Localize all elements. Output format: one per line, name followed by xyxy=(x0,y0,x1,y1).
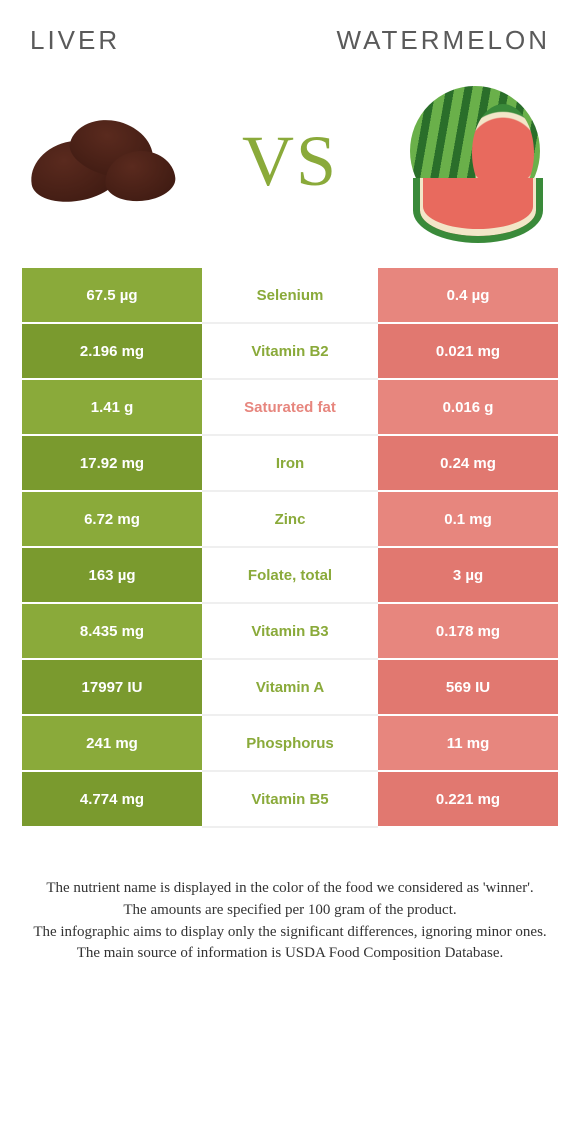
nutrient-name: Selenium xyxy=(202,268,378,324)
vs-label: VS xyxy=(242,120,338,203)
table-row: 6.72 mgZinc0.1 mg xyxy=(22,492,558,548)
table-row: 17997 IUVitamin A569 IU xyxy=(22,660,558,716)
comparison-table: 67.5 µgSelenium0.4 µg2.196 mgVitamin B20… xyxy=(22,266,558,828)
nutrient-name: Vitamin A xyxy=(202,660,378,716)
table-row: 8.435 mgVitamin B30.178 mg xyxy=(22,604,558,660)
nutrient-name: Folate, total xyxy=(202,548,378,604)
table-row: 2.196 mgVitamin B20.021 mg xyxy=(22,324,558,380)
table-row: 67.5 µgSelenium0.4 µg xyxy=(22,268,558,324)
value-right: 0.221 mg xyxy=(378,772,558,828)
value-right: 11 mg xyxy=(378,716,558,772)
value-right: 0.178 mg xyxy=(378,604,558,660)
nutrient-name: Zinc xyxy=(202,492,378,548)
food-images-row: VS xyxy=(0,66,580,266)
footer-line: The nutrient name is displayed in the co… xyxy=(30,878,550,900)
value-right: 0.021 mg xyxy=(378,324,558,380)
value-right: 0.1 mg xyxy=(378,492,558,548)
table-row: 4.774 mgVitamin B50.221 mg xyxy=(22,772,558,828)
value-left: 2.196 mg xyxy=(22,324,202,380)
value-left: 6.72 mg xyxy=(22,492,202,548)
value-left: 17.92 mg xyxy=(22,436,202,492)
liver-image xyxy=(20,86,190,236)
food-right-title: WATERMELON xyxy=(337,25,550,56)
footer-line: The main source of information is USDA F… xyxy=(30,943,550,965)
table-row: 1.41 gSaturated fat0.016 g xyxy=(22,380,558,436)
footer-line: The amounts are specified per 100 gram o… xyxy=(30,900,550,922)
value-left: 8.435 mg xyxy=(22,604,202,660)
table-row: 163 µgFolate, total3 µg xyxy=(22,548,558,604)
value-left: 241 mg xyxy=(22,716,202,772)
footer-line: The infographic aims to display only the… xyxy=(30,922,550,944)
value-right: 569 IU xyxy=(378,660,558,716)
value-left: 67.5 µg xyxy=(22,268,202,324)
value-right: 0.016 g xyxy=(378,380,558,436)
value-left: 163 µg xyxy=(22,548,202,604)
nutrient-name: Phosphorus xyxy=(202,716,378,772)
value-left: 17997 IU xyxy=(22,660,202,716)
nutrient-name: Iron xyxy=(202,436,378,492)
table-row: 241 mgPhosphorus11 mg xyxy=(22,716,558,772)
nutrient-name: Vitamin B5 xyxy=(202,772,378,828)
food-left-title: LIVER xyxy=(30,25,120,56)
nutrient-name: Vitamin B2 xyxy=(202,324,378,380)
footer-notes: The nutrient name is displayed in the co… xyxy=(0,828,580,965)
value-right: 3 µg xyxy=(378,548,558,604)
nutrient-name: Vitamin B3 xyxy=(202,604,378,660)
table-row: 17.92 mgIron0.24 mg xyxy=(22,436,558,492)
watermelon-image xyxy=(390,86,560,236)
header: LIVER WATERMELON xyxy=(0,0,580,66)
value-right: 0.4 µg xyxy=(378,268,558,324)
value-left: 4.774 mg xyxy=(22,772,202,828)
value-left: 1.41 g xyxy=(22,380,202,436)
value-right: 0.24 mg xyxy=(378,436,558,492)
nutrient-name: Saturated fat xyxy=(202,380,378,436)
